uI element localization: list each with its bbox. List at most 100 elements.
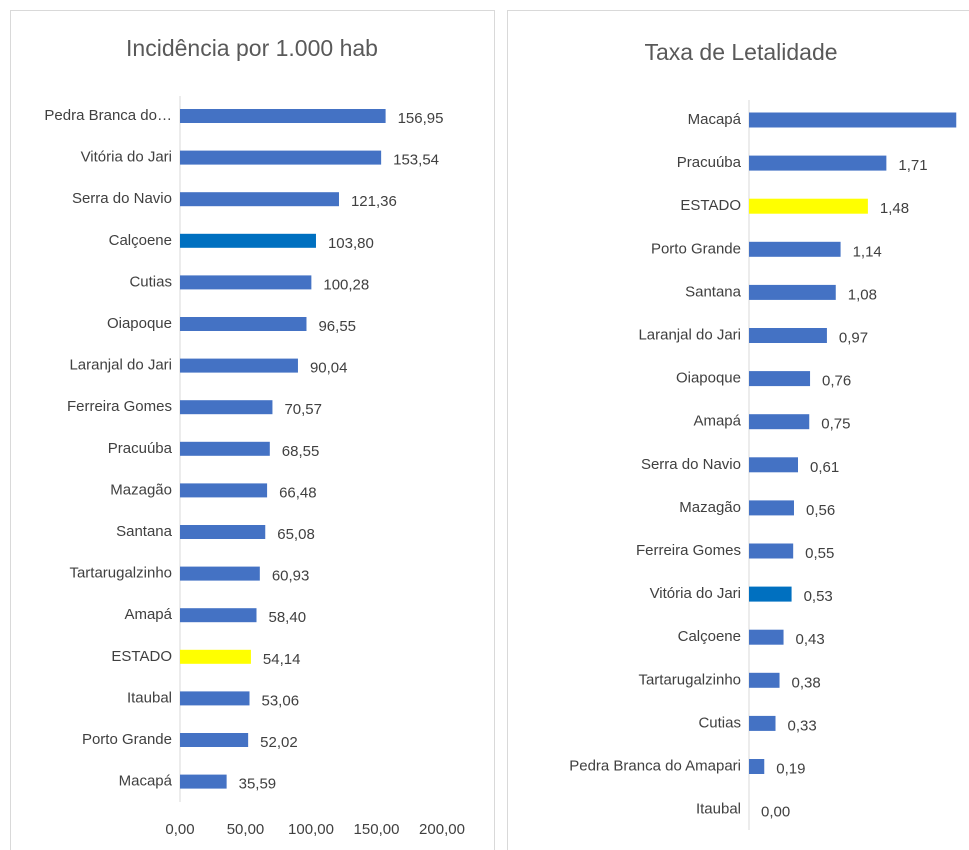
value-label: 100,28 <box>323 276 369 293</box>
category-label: Porto Grande <box>651 240 741 257</box>
category-label: Vitória do Jari <box>81 149 172 166</box>
bar <box>180 192 339 207</box>
value-label: 35,59 <box>239 776 277 793</box>
category-label: Serra do Navio <box>72 190 172 207</box>
bar <box>749 586 792 602</box>
category-label: Porto Grande <box>82 731 172 748</box>
value-label: 0,19 <box>776 760 805 777</box>
bar <box>749 543 794 559</box>
bar <box>749 629 784 645</box>
value-label: 103,80 <box>328 235 374 252</box>
x-tick-label: 200,00 <box>419 821 465 838</box>
value-label: 60,93 <box>272 568 310 585</box>
category-label: Macapá <box>119 773 173 790</box>
value-label: 0,76 <box>822 373 851 390</box>
panel <box>10 10 495 850</box>
bar <box>180 233 316 248</box>
value-label: 58,40 <box>269 609 307 626</box>
x-tick-label: 50,00 <box>227 821 265 838</box>
value-label: 96,55 <box>318 318 356 335</box>
x-tick-label: 0,00 <box>165 821 194 838</box>
bar <box>749 414 810 430</box>
value-label: 1,14 <box>853 243 882 260</box>
value-label: 153,54 <box>393 152 439 169</box>
value-label: 0,38 <box>792 674 821 691</box>
category-label: Pracuúba <box>108 440 173 457</box>
category-label: Tartarugalzinho <box>69 565 172 582</box>
value-label: 52,02 <box>260 734 298 751</box>
category-label: Pedra Branca do Amapari <box>569 757 741 774</box>
bar <box>749 284 836 300</box>
bar <box>749 241 841 257</box>
category-label: Macapá <box>688 111 742 128</box>
value-label: 0,75 <box>821 416 850 433</box>
value-label: 0,43 <box>796 631 825 648</box>
bar <box>180 691 250 706</box>
bar <box>180 358 298 373</box>
value-label: 0,97 <box>839 329 868 346</box>
category-label: ESTADO <box>680 197 741 214</box>
value-label: 66,48 <box>279 484 317 501</box>
category-label: Serra do Navio <box>641 456 741 473</box>
category-label: Vitória do Jari <box>650 585 741 602</box>
value-label: 70,57 <box>284 401 322 418</box>
category-label: Pracuúba <box>677 154 742 171</box>
category-label: Pedra Branca do… <box>44 107 172 124</box>
bar <box>749 328 827 343</box>
chart-title: Incidência por 1.000 hab <box>126 35 378 61</box>
value-label: 156,95 <box>398 110 444 127</box>
value-label: 0,53 <box>804 588 833 605</box>
bar <box>749 715 776 731</box>
value-label: 0,33 <box>788 717 817 734</box>
bar <box>749 457 799 473</box>
bar <box>749 155 887 171</box>
bar <box>749 112 957 128</box>
value-label: 121,36 <box>351 193 397 210</box>
category-label: Oiapoque <box>676 370 741 387</box>
value-label: 68,55 <box>282 443 320 460</box>
category-label: Cutias <box>698 714 741 731</box>
category-label: Laranjal do Jari <box>638 326 741 343</box>
bar <box>180 109 386 123</box>
bar <box>180 774 227 789</box>
value-label: 0,55 <box>805 545 834 562</box>
category-label: Calçoene <box>109 232 172 249</box>
bar <box>180 400 273 415</box>
value-label: 1,48 <box>880 200 909 217</box>
category-label: Laranjal do Jari <box>69 357 172 374</box>
value-label: 1,08 <box>848 286 877 303</box>
category-label: ESTADO <box>111 648 172 665</box>
bar <box>749 371 811 387</box>
value-label: 90,04 <box>310 360 348 377</box>
category-label: Santana <box>685 283 742 300</box>
chart-title: Taxa de Letalidade <box>644 39 837 65</box>
panel <box>507 10 969 850</box>
category-label: Oiapoque <box>107 315 172 332</box>
value-label: 0,56 <box>806 502 835 519</box>
category-label: Itaubal <box>696 801 741 818</box>
value-label: 54,14 <box>263 651 301 668</box>
bar <box>180 649 251 664</box>
value-label: 0,00 <box>761 804 790 821</box>
bar <box>749 759 765 774</box>
bar <box>180 317 307 331</box>
bar <box>180 150 382 165</box>
category-label: Mazagão <box>110 481 172 498</box>
value-label: 1,71 <box>898 157 927 174</box>
category-label: Tartarugalzinho <box>638 671 741 688</box>
category-label: Santana <box>116 523 173 540</box>
category-label: Ferreira Gomes <box>636 542 741 559</box>
x-tick-label: 100,00 <box>288 821 334 838</box>
category-label: Calçoene <box>678 628 741 645</box>
bar <box>749 198 868 214</box>
bar <box>749 672 780 688</box>
bar <box>180 483 268 498</box>
bar <box>180 608 257 623</box>
bar <box>180 525 266 539</box>
category-label: Amapá <box>693 413 741 430</box>
category-label: Mazagão <box>679 499 741 516</box>
category-label: Itaubal <box>127 689 172 706</box>
bar <box>180 275 312 290</box>
category-label: Cutias <box>129 273 172 290</box>
bar <box>180 441 270 456</box>
